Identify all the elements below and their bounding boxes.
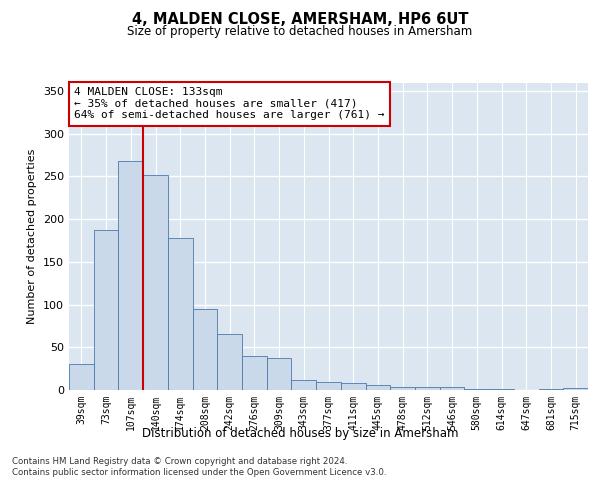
Bar (563, 388, 588, 390)
Bar (415, 388, 440, 390)
Bar (292, 380, 316, 390)
Bar (242, 356, 267, 390)
Text: Contains HM Land Registry data © Crown copyright and database right 2024.
Contai: Contains HM Land Registry data © Crown c… (12, 458, 386, 477)
Y-axis label: Number of detached properties: Number of detached properties (28, 148, 37, 324)
Bar (118, 161, 143, 390)
Bar (143, 175, 168, 390)
Text: Distribution of detached houses by size in Amersham: Distribution of detached houses by size … (142, 428, 458, 440)
Bar (69, 364, 94, 390)
Bar (193, 309, 217, 390)
Text: 4, MALDEN CLOSE, AMERSHAM, HP6 6UT: 4, MALDEN CLOSE, AMERSHAM, HP6 6UT (132, 12, 468, 28)
Text: Size of property relative to detached houses in Amersham: Size of property relative to detached ho… (127, 25, 473, 38)
Bar (539, 389, 563, 390)
Bar (464, 389, 489, 390)
Bar (217, 334, 242, 390)
Bar (390, 386, 415, 390)
Bar (365, 385, 390, 390)
Bar (440, 388, 464, 390)
Bar (94, 230, 118, 390)
Bar (168, 238, 193, 390)
Bar (489, 389, 514, 390)
Bar (341, 383, 365, 390)
Bar (316, 382, 341, 390)
Bar (267, 358, 292, 390)
Text: 4 MALDEN CLOSE: 133sqm
← 35% of detached houses are smaller (417)
64% of semi-de: 4 MALDEN CLOSE: 133sqm ← 35% of detached… (74, 87, 385, 120)
